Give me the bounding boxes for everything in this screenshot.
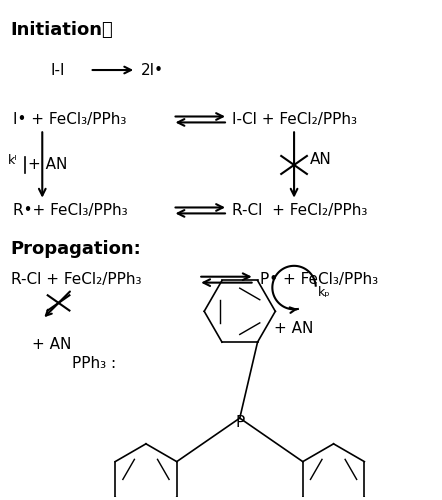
Text: R-Cl + FeCl₂/PPh₃: R-Cl + FeCl₂/PPh₃ [11,272,141,287]
Text: kₚ: kₚ [318,286,330,298]
Text: AN: AN [310,152,332,166]
Text: P: P [235,414,244,430]
Text: I-I: I-I [50,62,65,78]
Text: Initiation：: Initiation： [11,20,114,38]
Text: Propagation:: Propagation: [11,240,141,258]
Text: I-Cl + FeCl₂/PPh₃: I-Cl + FeCl₂/PPh₃ [232,112,357,127]
Text: R-Cl  + FeCl₂/PPh₃: R-Cl + FeCl₂/PPh₃ [232,203,367,218]
Text: P• + FeCl₃/PPh₃: P• + FeCl₃/PPh₃ [259,272,377,287]
Text: R•+ FeCl₃/PPh₃: R•+ FeCl₃/PPh₃ [13,203,127,218]
Text: kᴵ: kᴵ [8,154,17,168]
Text: + AN: + AN [32,337,72,352]
Text: + AN: + AN [28,158,68,172]
Text: PPh₃ :: PPh₃ : [72,356,116,371]
Text: I• + FeCl₃/PPh₃: I• + FeCl₃/PPh₃ [13,112,126,127]
Text: + AN: + AN [274,321,314,336]
Text: 2I•: 2I• [141,62,164,78]
